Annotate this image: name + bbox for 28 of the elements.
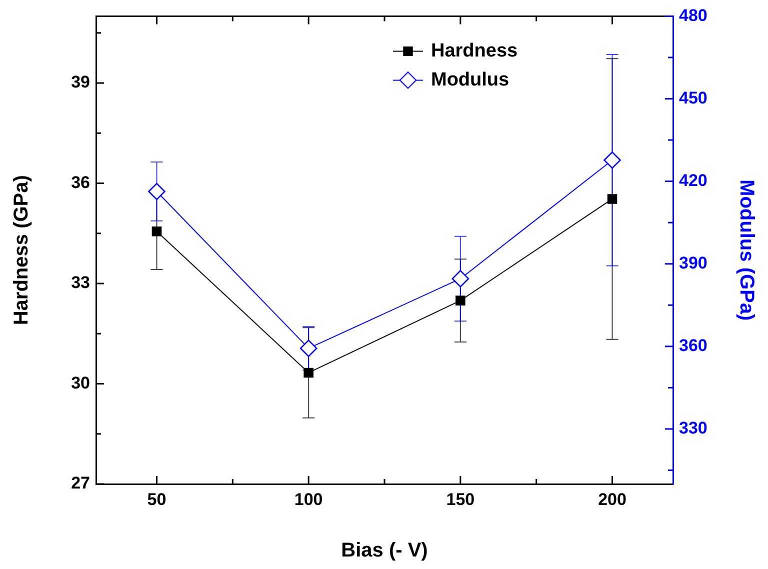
y2-tick-label: 420 [679, 170, 708, 190]
point [152, 226, 162, 236]
point [604, 151, 621, 169]
y-tick-label: 30 [71, 373, 90, 392]
y-tick-label: 27 [71, 474, 90, 493]
legend-label: Modulus [431, 69, 510, 90]
x-axis-title: Bias (- V) [341, 540, 428, 562]
y2-axis-title: Modulus (GPa) [735, 180, 758, 321]
y2-tick-label: 360 [679, 336, 708, 356]
point [607, 194, 618, 204]
x-tick-label: 150 [446, 490, 475, 509]
point [304, 368, 314, 378]
y2-tick-label: 390 [679, 254, 708, 273]
y-tick-label: 33 [71, 273, 90, 292]
x-tick-label: 50 [147, 490, 166, 509]
x-tick-label: 100 [294, 490, 323, 509]
y-tick-label: 39 [71, 72, 90, 92]
point [148, 182, 166, 200]
point [452, 270, 470, 288]
point [300, 340, 318, 357]
y-tick-label: 36 [71, 172, 90, 192]
y2-tick-label: 330 [679, 418, 708, 438]
point [456, 296, 466, 306]
x-tick-label: 200 [598, 490, 626, 509]
y2-tick-label: 480 [679, 6, 708, 25]
y2-tick-label: 450 [679, 88, 708, 108]
legend-label: Hardness [431, 40, 518, 62]
y-axis-title: Hardness (GPa) [10, 175, 33, 326]
